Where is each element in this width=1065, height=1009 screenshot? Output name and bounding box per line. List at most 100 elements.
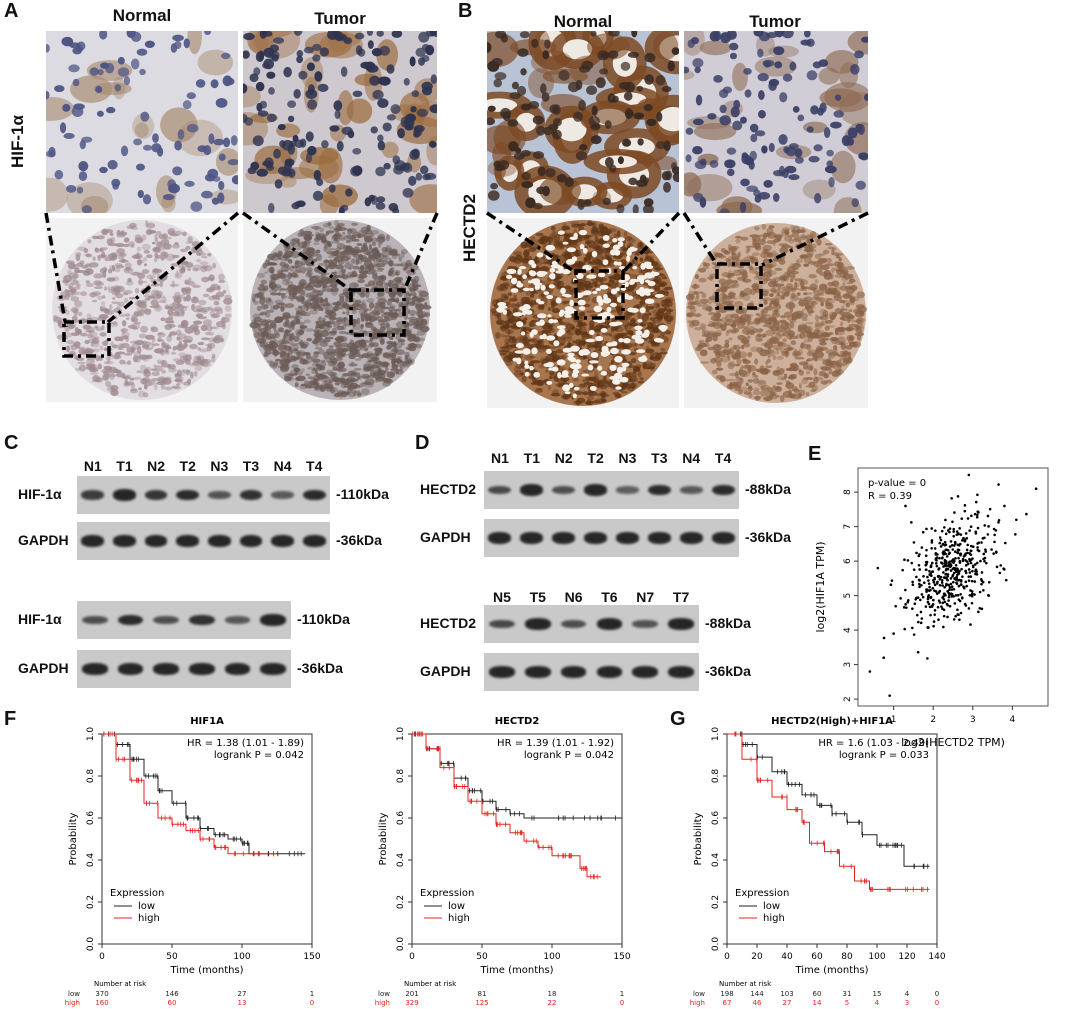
lane-label: N2 bbox=[147, 458, 166, 474]
scatter-point bbox=[889, 583, 893, 587]
panel-label-g: G bbox=[670, 708, 686, 730]
x-tick-label: 1 bbox=[891, 715, 897, 725]
scatter-point bbox=[976, 513, 979, 517]
scatter-point bbox=[926, 657, 929, 660]
scatter-point bbox=[983, 556, 987, 560]
scatter-point bbox=[929, 596, 933, 600]
scatter-point bbox=[961, 557, 965, 561]
panel-b-header-tumor: Tumor bbox=[749, 12, 801, 31]
scatter-point bbox=[954, 614, 957, 618]
legend-entry: low bbox=[448, 901, 465, 912]
blot-band bbox=[260, 614, 286, 626]
scatter-point bbox=[953, 602, 957, 605]
scatter-point bbox=[939, 561, 943, 564]
km-annotation: logrank P = 0.042 bbox=[524, 750, 614, 761]
scatter-point bbox=[916, 620, 920, 624]
scatter-point bbox=[980, 571, 984, 574]
scatter-point bbox=[934, 558, 938, 561]
y-axis-label: Probability bbox=[693, 812, 704, 865]
risk-value: 103 bbox=[780, 990, 793, 998]
scatter-point bbox=[964, 559, 967, 562]
scatter-point bbox=[969, 549, 973, 553]
scatter-point bbox=[944, 552, 947, 556]
y-tick-label: 4 bbox=[843, 627, 853, 633]
scatter-point bbox=[942, 614, 946, 618]
scatter-point bbox=[929, 565, 933, 568]
scatter-point bbox=[906, 600, 910, 604]
scatter-point bbox=[952, 587, 956, 591]
blot-band bbox=[207, 535, 231, 547]
scatter-point bbox=[943, 585, 946, 589]
scatter-point bbox=[969, 553, 973, 556]
scatter-point bbox=[963, 504, 967, 507]
blot-strip bbox=[484, 519, 739, 557]
blot-band bbox=[239, 489, 263, 501]
x-tick-label: 120 bbox=[898, 952, 915, 962]
scatter-point bbox=[969, 589, 972, 592]
lane-label: T1 bbox=[523, 450, 540, 466]
x-tick-label: 140 bbox=[928, 952, 945, 962]
scatter-point bbox=[947, 591, 951, 595]
scatter-point bbox=[988, 507, 992, 511]
risk-row-label: high bbox=[690, 999, 705, 1007]
risk-value: 22 bbox=[548, 999, 557, 1007]
lane-label: N1 bbox=[490, 450, 509, 466]
scatter-point bbox=[998, 571, 1002, 575]
scatter-point bbox=[957, 548, 961, 552]
blot-band bbox=[524, 618, 551, 630]
scatter-point bbox=[981, 537, 985, 540]
blot-band bbox=[188, 663, 215, 675]
scatter-point bbox=[914, 597, 918, 601]
scatter-point bbox=[913, 602, 917, 606]
scatter-point bbox=[910, 521, 913, 524]
x-tick-label: 100 bbox=[543, 952, 560, 962]
blot-band bbox=[144, 535, 168, 547]
blot-band bbox=[668, 666, 694, 678]
scatter-point bbox=[947, 564, 950, 568]
scatter-point bbox=[904, 588, 907, 592]
blot-band bbox=[711, 532, 735, 544]
scatter-point bbox=[969, 575, 973, 578]
ihc-b-tumor-zoom bbox=[684, 31, 868, 213]
scatter-point bbox=[974, 500, 978, 504]
y-tick-label: 0.0 bbox=[396, 937, 406, 952]
scatter-point bbox=[959, 592, 962, 596]
scatter-point bbox=[999, 564, 1002, 567]
blot-strip bbox=[77, 601, 291, 639]
x-tick-label: 50 bbox=[166, 952, 178, 962]
scatter-point bbox=[955, 530, 959, 533]
scatter-point bbox=[882, 656, 886, 660]
scatter-point bbox=[970, 579, 974, 583]
scatter-point bbox=[911, 626, 914, 630]
scatter-point bbox=[986, 533, 990, 536]
scatter-point bbox=[933, 589, 936, 592]
legend-entry: high bbox=[448, 913, 470, 924]
blot-band bbox=[176, 535, 200, 547]
scatter-point bbox=[938, 541, 942, 545]
x-tick-label: 40 bbox=[781, 952, 793, 962]
legend-entry: low bbox=[138, 901, 155, 912]
scatter-point bbox=[950, 497, 953, 500]
scatter-point bbox=[966, 562, 970, 566]
scatter-point bbox=[948, 551, 952, 555]
scatter-point bbox=[976, 510, 980, 513]
scatter-point bbox=[919, 598, 922, 602]
scatter-point bbox=[973, 512, 977, 516]
scatter-point bbox=[936, 575, 940, 578]
scatter-point bbox=[868, 670, 872, 673]
risk-table-title: Number at risk bbox=[94, 980, 147, 988]
panel-label-d: D bbox=[415, 432, 430, 454]
x-tick-label: 100 bbox=[868, 952, 885, 962]
km-annotation: HR = 1.6 (1.03 - 2.49) bbox=[818, 738, 929, 749]
risk-value: 4 bbox=[905, 990, 910, 998]
scatter-point bbox=[976, 542, 979, 545]
scatter-point bbox=[925, 588, 928, 591]
lane-label: T7 bbox=[672, 589, 690, 605]
lane-label: N6 bbox=[564, 589, 583, 605]
km-plot-hectd2: HECTD2 0 50 100 150 0.0 0.2 0.4 0.6 0.8 1.0 Time (m… bbox=[375, 716, 631, 1007]
x-tick-label: 60 bbox=[811, 952, 823, 962]
scatter-point bbox=[933, 613, 937, 616]
scatter-point bbox=[928, 569, 931, 573]
legend-title: Expression bbox=[735, 888, 789, 899]
